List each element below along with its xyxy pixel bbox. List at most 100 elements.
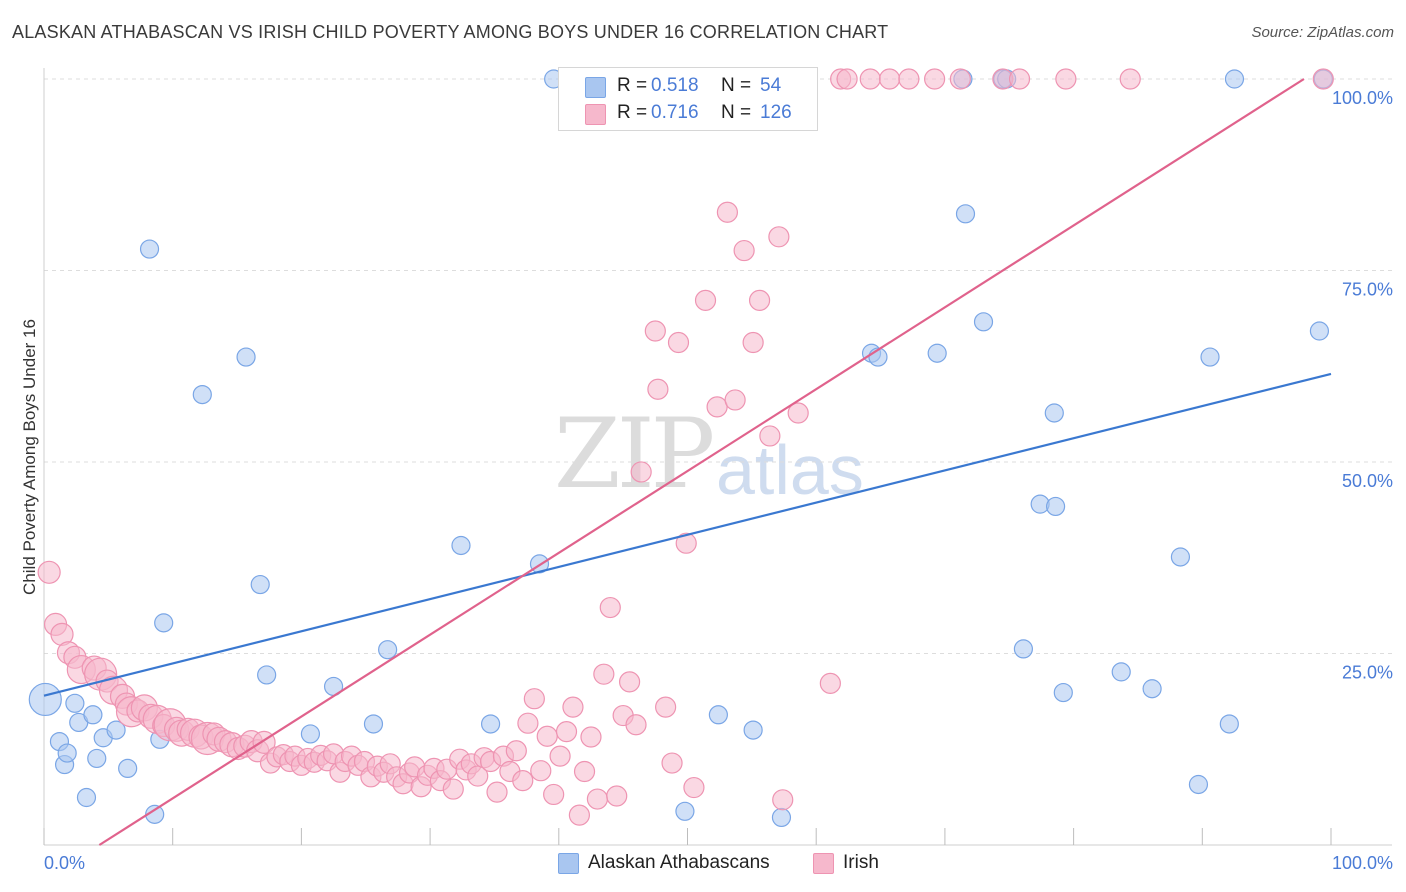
- legend-n-value: 54: [760, 75, 782, 96]
- irish-point: [573, 760, 596, 783]
- legend-n-label: N =: [721, 102, 752, 123]
- legend-r-value: 0.518: [651, 75, 699, 96]
- trend-lines: [43, 78, 1332, 846]
- athabascan-point: [1309, 321, 1330, 341]
- athabascan-point: [250, 574, 270, 595]
- legend-n-label: N =: [721, 75, 752, 96]
- athabascan-point: [675, 801, 695, 821]
- irish-point: [859, 68, 881, 90]
- correlation-legend: R = 0.518 N = 54 R = 0.716 N = 126: [558, 67, 818, 131]
- bottom-swatch-irish: [813, 853, 834, 874]
- athabascan-point: [139, 239, 160, 259]
- irish-point: [787, 402, 809, 424]
- irish-point: [618, 671, 641, 693]
- athabascan-point: [106, 720, 126, 740]
- legend-swatch-athabascan: [585, 77, 606, 98]
- irish-point: [606, 785, 628, 807]
- athabascan-point: [65, 693, 85, 713]
- legend-n-value: 126: [760, 102, 792, 123]
- irish-point: [694, 289, 717, 311]
- athabascan-point: [87, 748, 107, 769]
- watermark-zip: ZIP: [554, 398, 715, 510]
- source-label: Source: ZipAtlas.com: [1251, 24, 1394, 41]
- athabascan-point: [1170, 547, 1191, 567]
- irish-point: [625, 714, 647, 736]
- irish-point: [555, 721, 578, 743]
- athabascan-point: [1142, 679, 1162, 699]
- irish-point: [512, 770, 534, 792]
- athabascan-point: [57, 743, 77, 763]
- data-points: [28, 68, 1334, 828]
- athabascan-point: [955, 204, 976, 224]
- irish-point: [505, 740, 527, 762]
- irish-point: [486, 781, 508, 803]
- athabascan-point: [1200, 347, 1220, 367]
- legend-r-label: R =: [617, 75, 648, 96]
- irish-point: [878, 68, 901, 90]
- athabascan-point: [236, 347, 256, 367]
- y-tick-label: 75.0%: [1342, 280, 1393, 300]
- y-tick-label: 100.0%: [1332, 88, 1393, 108]
- athabascan-point: [973, 312, 994, 332]
- irish-point: [898, 68, 920, 90]
- athabascan-point: [1224, 69, 1245, 89]
- bottom-legend-label: Alaskan Athabascans: [588, 852, 770, 873]
- tick-labels: 25.0% 50.0% 75.0% 100.0% 0.0% 100.0% Child Pov…: [20, 88, 1393, 873]
- irish-point: [530, 760, 552, 782]
- irish-point: [716, 201, 738, 223]
- irish-point: [517, 712, 539, 734]
- athabascan-point: [28, 682, 62, 717]
- athabascan-point: [76, 787, 97, 808]
- athabascan-point: [257, 665, 277, 685]
- athabascan-point: [378, 640, 398, 660]
- irish-point: [924, 68, 946, 90]
- axes: [43, 68, 1392, 846]
- athabascan-point: [480, 714, 501, 734]
- athabascan-point: [1053, 682, 1073, 703]
- athabascan-point: [154, 613, 174, 633]
- irish-point: [733, 239, 755, 262]
- irish-point: [661, 752, 683, 774]
- irish-point: [599, 596, 621, 619]
- athabascan-point: [363, 714, 384, 734]
- irish-point: [644, 320, 666, 342]
- irish-point: [742, 331, 764, 354]
- athabascan-point: [1111, 662, 1131, 682]
- irish-trend-line: [98, 78, 1305, 846]
- irish-point: [772, 789, 794, 811]
- irish-point: [819, 672, 841, 694]
- irish-point: [442, 778, 464, 800]
- y-tick-label: 25.0%: [1342, 663, 1393, 683]
- legend-r-value: 0.716: [651, 102, 699, 123]
- y-tick-label: 50.0%: [1342, 471, 1393, 491]
- irish-point: [1312, 68, 1334, 90]
- irish-point: [683, 776, 705, 799]
- athabascan-point: [451, 535, 471, 556]
- irish-point: [675, 532, 697, 554]
- irish-point: [949, 68, 971, 90]
- irish-point: [706, 396, 728, 418]
- irish-point: [1119, 68, 1141, 90]
- athabascan-trend-line: [43, 372, 1332, 697]
- irish-point: [536, 725, 558, 747]
- athabascan-point: [1044, 403, 1064, 423]
- irish-point: [586, 788, 609, 810]
- irish-point: [580, 726, 602, 748]
- irish-point: [630, 461, 652, 483]
- chart-title: ALASKAN ATHABASCAN VS IRISH CHILD POVERT…: [12, 22, 889, 42]
- irish-point: [1008, 68, 1031, 90]
- athabascan-point: [1013, 639, 1034, 659]
- irish-point: [748, 289, 771, 311]
- athabascan-point: [118, 758, 138, 779]
- athabascan-point: [1219, 714, 1239, 734]
- athabascan-point: [708, 705, 728, 725]
- irish-point: [568, 804, 590, 826]
- legend-swatch-irish: [585, 104, 606, 125]
- irish-point: [768, 226, 790, 248]
- athabascan-point: [771, 807, 792, 828]
- irish-point: [549, 745, 571, 767]
- x-tick-label: 100.0%: [1332, 853, 1393, 873]
- athabascan-point: [300, 724, 321, 744]
- irish-point: [543, 783, 565, 806]
